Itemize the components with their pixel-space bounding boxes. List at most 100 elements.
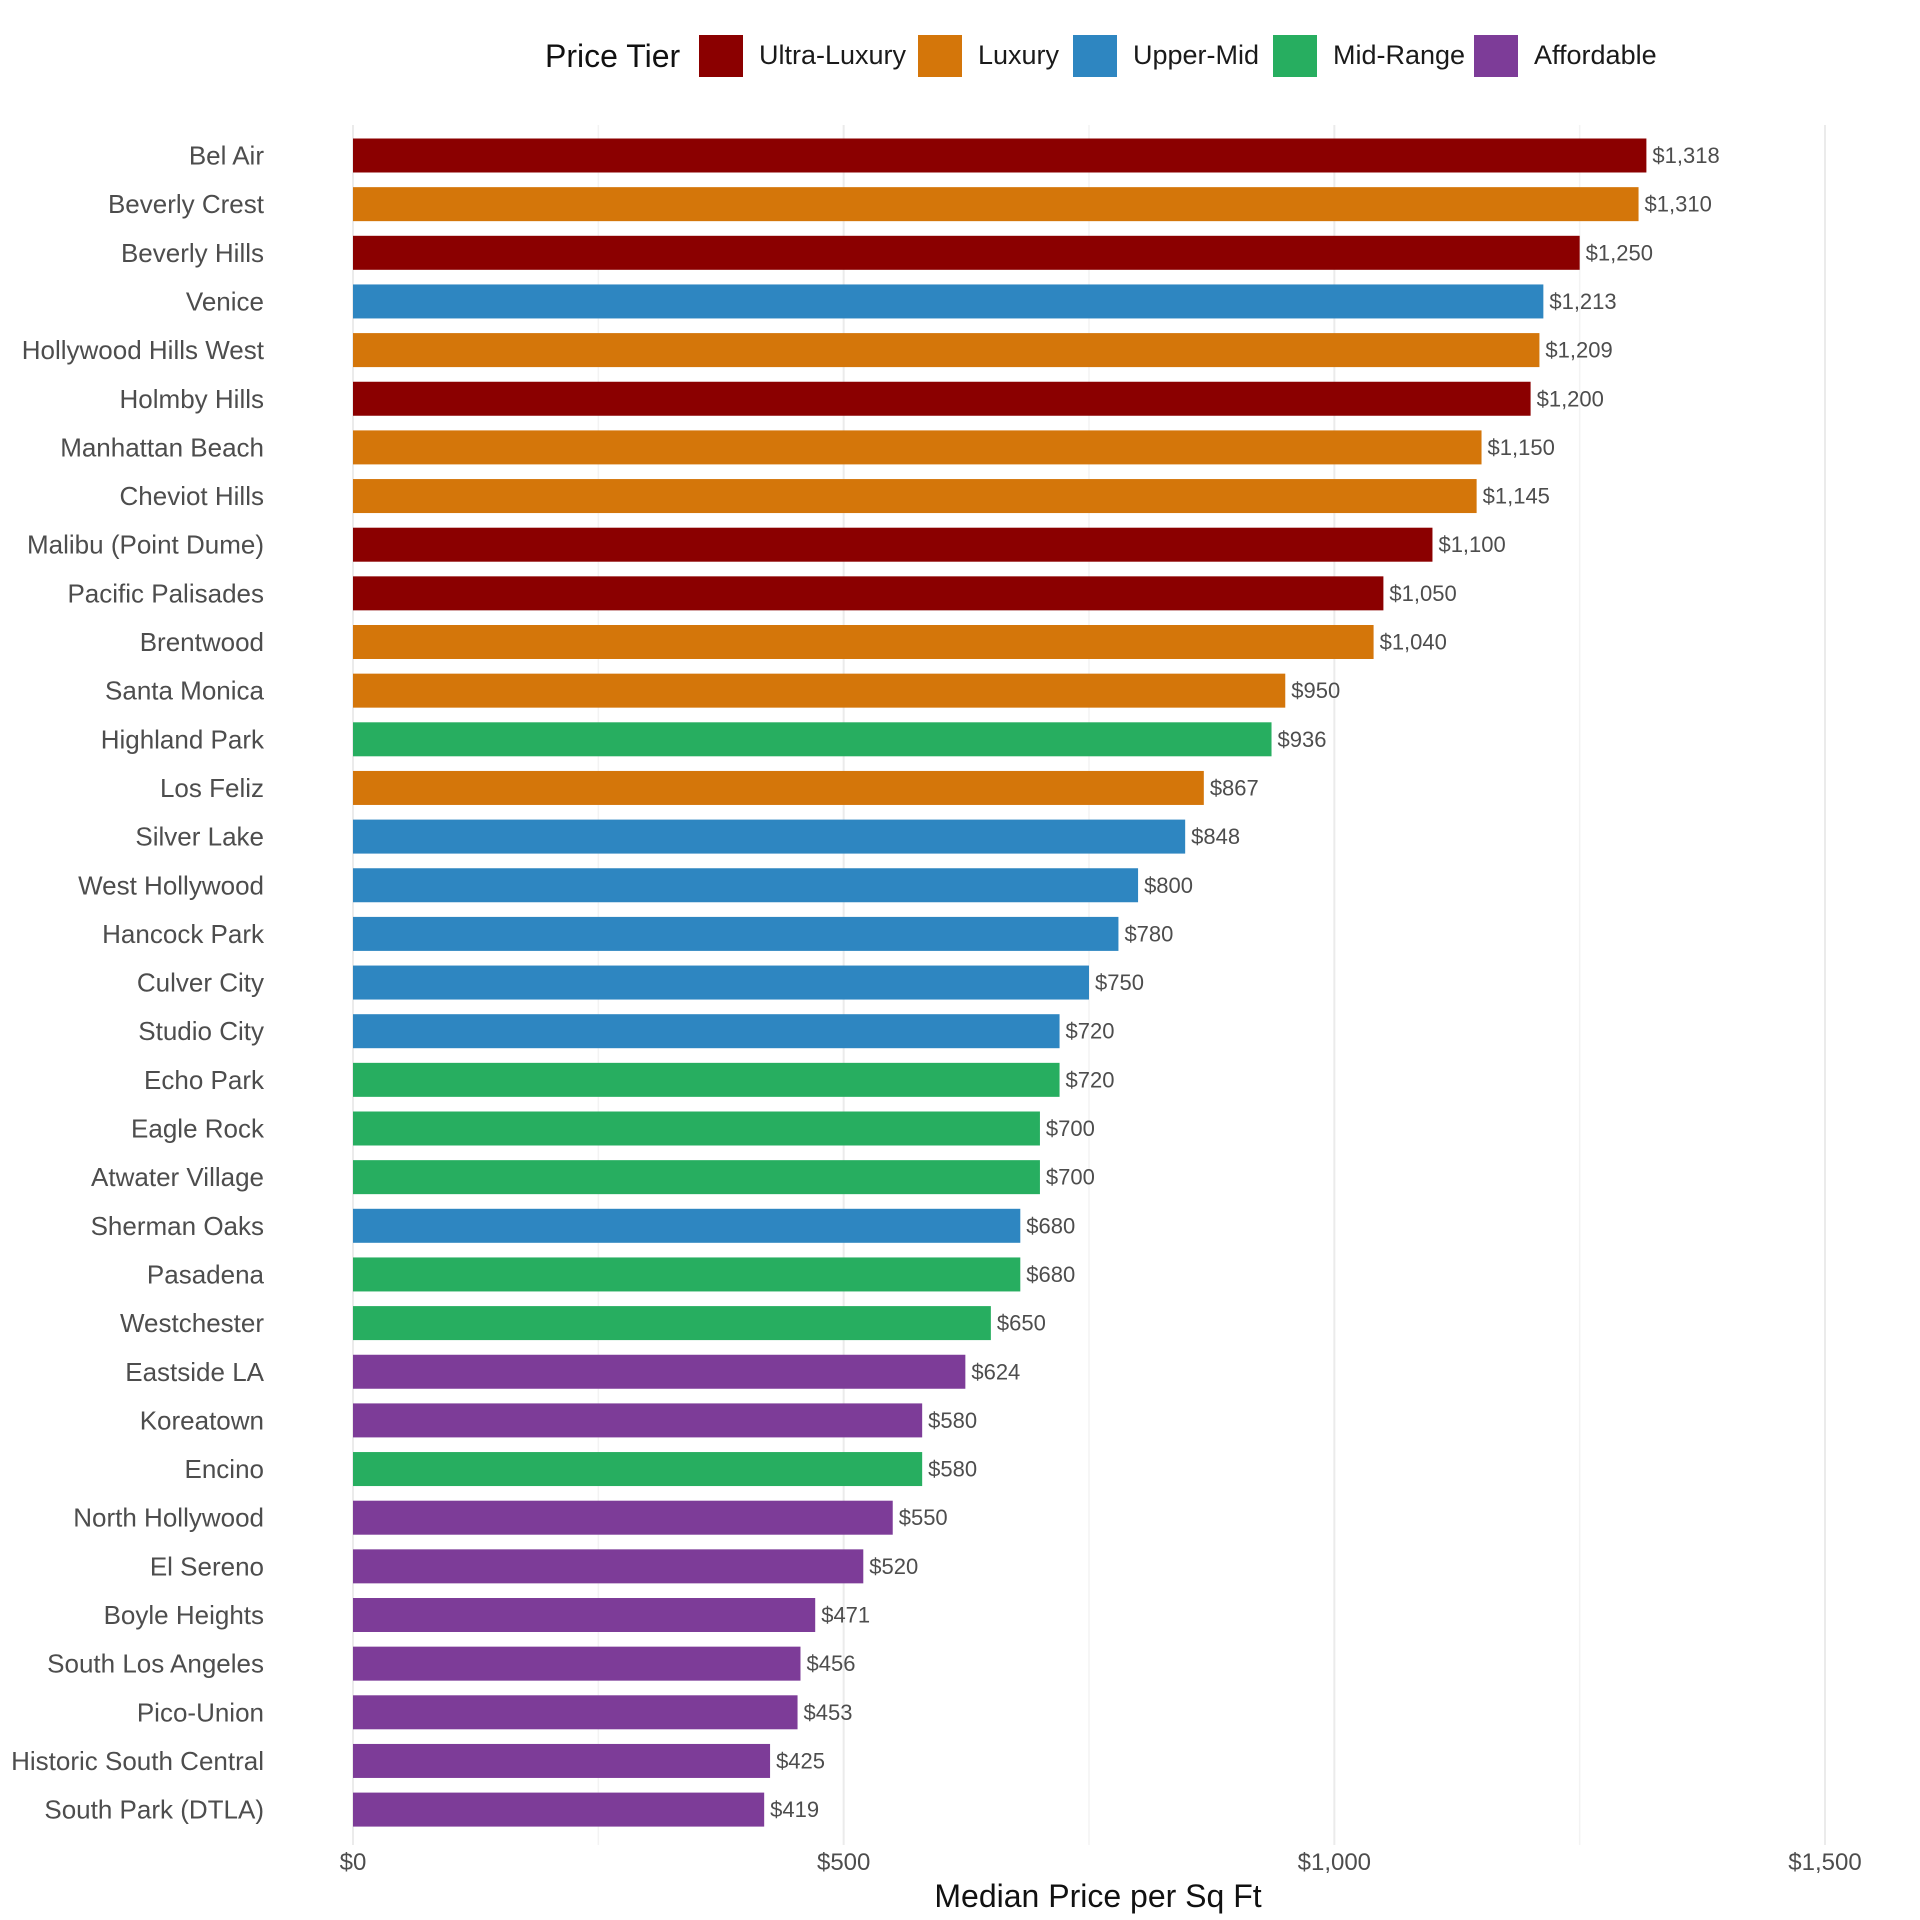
category-label: Beverly Crest	[108, 189, 265, 219]
category-label: Historic South Central	[11, 1746, 264, 1776]
category-label: Eastside LA	[125, 1357, 264, 1387]
category-label: Culver City	[137, 968, 264, 998]
category-label: Sherman Oaks	[91, 1211, 264, 1241]
category-label: Brentwood	[140, 627, 264, 657]
bar-culver-city	[353, 965, 1089, 1000]
category-labels: Bel Air Beverly Crest Beverly Hills Venice H…	[11, 141, 265, 1825]
bar-south-los-angeles	[353, 1646, 801, 1681]
bar-el-sereno	[353, 1549, 864, 1584]
x-axis-ticks: $0 $500 $1,000 $1,500	[340, 1849, 1862, 1876]
category-label: Hollywood Hills West	[22, 335, 265, 365]
value-label: $1,250	[1586, 240, 1653, 265]
bar-west-hollywood	[353, 868, 1139, 903]
category-label: Hancock Park	[102, 919, 265, 949]
bar-boyle-heights	[353, 1598, 816, 1632]
value-label: $936	[1278, 727, 1327, 752]
value-label: $624	[971, 1359, 1020, 1384]
bar-cheviot-hills	[353, 479, 1477, 514]
category-label: Bel Air	[189, 141, 264, 171]
category-label: Eagle Rock	[131, 1114, 265, 1144]
category-label: Silver Lake	[135, 822, 264, 852]
bar-sherman-oaks	[353, 1208, 1021, 1243]
category-label: Holmby Hills	[120, 384, 264, 414]
bar-pico-union	[353, 1695, 798, 1730]
category-label: Santa Monica	[105, 676, 265, 706]
x-tick-label: $1,500	[1788, 1849, 1861, 1876]
bar-bel-air	[353, 138, 1647, 173]
value-label: $1,209	[1545, 338, 1612, 363]
bar-hollywood-hills-west	[353, 333, 1540, 368]
bar-beverly-crest	[353, 187, 1639, 222]
category-label: Koreatown	[140, 1405, 264, 1435]
value-label: $1,100	[1438, 532, 1505, 557]
bar-holmby-hills	[353, 381, 1531, 416]
value-label: $1,200	[1537, 386, 1604, 411]
category-label: Venice	[186, 286, 264, 316]
value-label: $867	[1210, 775, 1259, 800]
bar-atwater-village	[353, 1160, 1040, 1195]
legend-key	[1073, 35, 1117, 77]
bar-south-park-dtla	[353, 1792, 765, 1827]
bar-santa-monica	[353, 673, 1286, 708]
bar-echo-park	[353, 1062, 1060, 1097]
value-label: $1,050	[1389, 581, 1456, 606]
value-label: $1,213	[1549, 289, 1616, 314]
category-label: Studio City	[138, 1016, 264, 1046]
bar-eagle-rock	[353, 1111, 1040, 1146]
value-label: $419	[770, 1797, 819, 1822]
category-label: Beverly Hills	[121, 238, 264, 268]
value-label: $680	[1026, 1213, 1075, 1238]
legend-key	[699, 35, 743, 77]
value-label: $1,150	[1488, 435, 1555, 460]
legend-label: Ultra-Luxury	[759, 40, 907, 70]
bar-beverly-hills	[353, 235, 1580, 270]
value-label: $700	[1046, 1165, 1095, 1190]
legend-key	[1273, 35, 1317, 77]
bar-westchester	[353, 1306, 991, 1341]
value-label: $520	[869, 1554, 918, 1579]
x-tick-label: $1,000	[1298, 1849, 1371, 1876]
category-label: Highland Park	[101, 724, 265, 754]
x-tick-label: $500	[817, 1849, 870, 1876]
bar-north-hollywood	[353, 1500, 893, 1535]
category-label: Boyle Heights	[104, 1600, 264, 1630]
category-label: South Park (DTLA)	[44, 1795, 264, 1825]
category-label: Los Feliz	[160, 773, 264, 803]
value-label: $720	[1066, 1067, 1115, 1092]
bar-hancock-park	[353, 916, 1119, 951]
bar-studio-city	[353, 1014, 1060, 1049]
bar-manhattan-beach	[353, 430, 1482, 465]
category-label: Echo Park	[144, 1065, 265, 1095]
x-tick-label: $0	[340, 1849, 367, 1876]
bar-venice	[353, 284, 1544, 319]
legend: Price Tier Ultra-Luxury Luxury Upper-Mid Mi…	[545, 35, 1657, 77]
category-label: Malibu (Point Dume)	[27, 530, 264, 560]
value-label: $720	[1066, 1019, 1115, 1044]
category-label: Westchester	[120, 1308, 264, 1338]
value-label: $680	[1026, 1262, 1075, 1287]
bar-silver-lake	[353, 819, 1186, 854]
legend-label: Upper-Mid	[1133, 40, 1259, 70]
value-label: $848	[1191, 824, 1240, 849]
bars	[353, 138, 1647, 1827]
x-axis-title: Median Price per Sq Ft	[934, 1878, 1261, 1914]
value-label: $1,145	[1483, 484, 1550, 509]
category-label: Pico-Union	[137, 1697, 264, 1727]
value-label: $425	[776, 1748, 825, 1773]
bar-historic-south-central	[353, 1743, 771, 1778]
category-label: Encino	[185, 1454, 265, 1484]
legend-key	[918, 35, 962, 77]
bar-pasadena	[353, 1257, 1021, 1292]
category-label: West Hollywood	[78, 870, 264, 900]
value-label: $471	[821, 1603, 870, 1628]
category-label: South Los Angeles	[47, 1649, 264, 1679]
value-label: $1,318	[1652, 143, 1719, 168]
legend-key	[1474, 35, 1518, 77]
bar-malibu-point-dume	[353, 527, 1433, 562]
value-label: $1,310	[1645, 192, 1712, 217]
value-label: $950	[1291, 678, 1340, 703]
value-label: $453	[804, 1700, 853, 1725]
bar-eastside-la	[353, 1354, 966, 1389]
